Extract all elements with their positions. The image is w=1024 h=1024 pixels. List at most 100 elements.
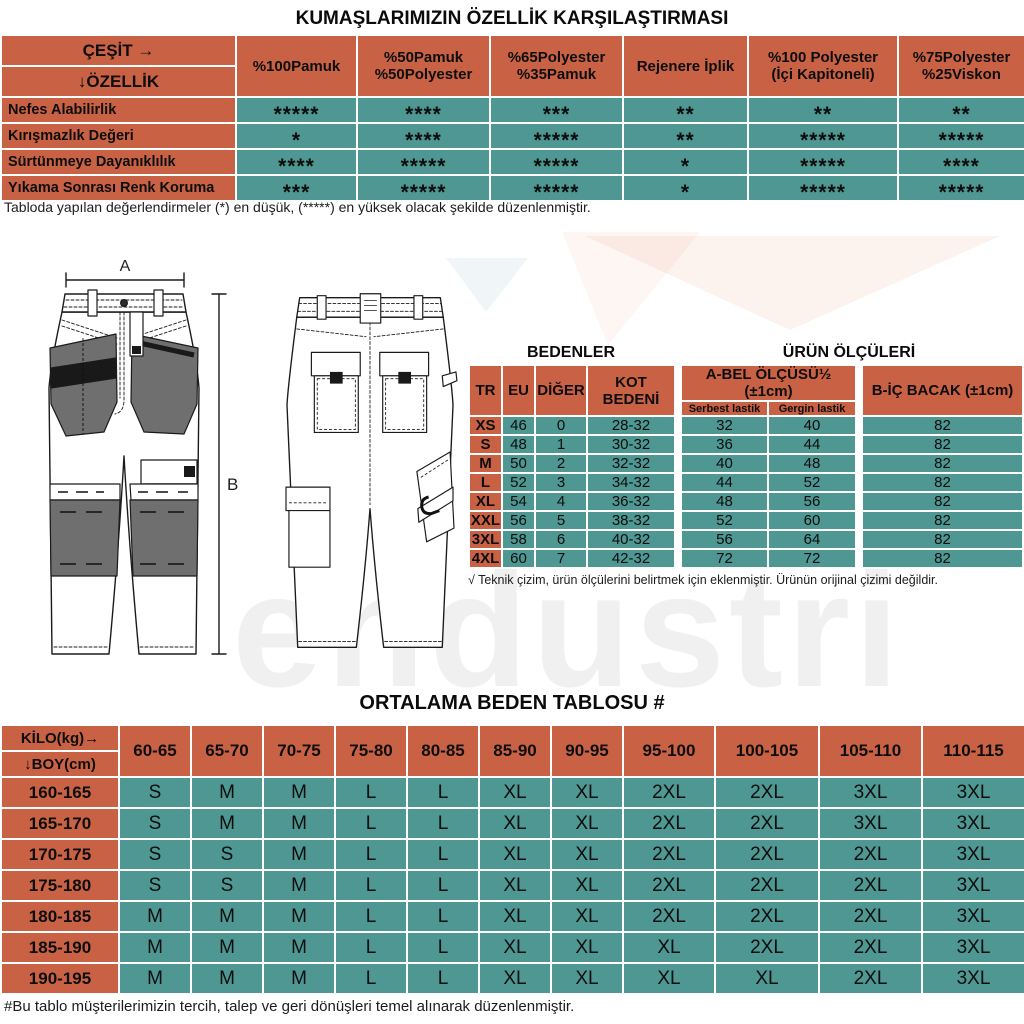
inseam-header: B-İÇ BACAK (±1cm) xyxy=(861,364,1024,417)
recommended-size-cell: M xyxy=(262,931,336,964)
size-row-5: XXL 56 5 38-32 52 60 82 xyxy=(468,510,1024,531)
recommended-size-cell: L xyxy=(406,838,480,871)
recommended-size-cell: 2XL xyxy=(818,900,923,933)
star-rating-cell: ***** xyxy=(235,96,358,124)
fabric-corner-feature: ↓ÖZELLİK xyxy=(0,65,237,98)
size-value: 48 xyxy=(766,453,858,474)
size-col-header-2: DİĞER xyxy=(534,364,588,417)
recommended-size-cell: XL xyxy=(550,776,624,809)
recommended-size-cell: L xyxy=(334,962,408,995)
size-label: M xyxy=(468,453,503,474)
star-rating-cell: ***** xyxy=(747,122,899,150)
recommended-size-cell: 2XL xyxy=(622,869,716,902)
recommended-size-cell: M xyxy=(190,962,264,995)
recommended-size-cell: 2XL xyxy=(714,900,820,933)
waist-sub-header-1: Gergin lastik xyxy=(766,400,858,417)
avg-row-0: 160-165 S M M L L XL XL 2XL 2XL 3XL 3XL xyxy=(0,776,1024,809)
recommended-size-cell: XL xyxy=(478,838,552,871)
star-rating: ***** xyxy=(800,129,846,149)
recommended-size-cell: 3XL xyxy=(818,776,923,809)
avg-row-3: 175-180 S S M L L XL XL 2XL 2XL 2XL 3XL xyxy=(0,869,1024,902)
size-value: 72 xyxy=(680,548,769,569)
recommended-size-cell: S xyxy=(118,776,192,809)
recommended-size-cell: M xyxy=(262,838,336,871)
avg-col-header-0: 60-65 xyxy=(118,724,192,778)
size-label: S xyxy=(468,434,503,455)
size-label: XL xyxy=(468,491,503,512)
avg-row-5: 185-190 M M M L L XL XL XL 2XL 2XL 3XL xyxy=(0,931,1024,964)
star-rating-cell: ** xyxy=(747,96,899,124)
star-rating-cell: *** xyxy=(489,96,624,124)
size-value: 82 xyxy=(861,472,1024,493)
recommended-size-cell: S xyxy=(118,838,192,871)
recommended-size-cell: XL xyxy=(478,962,552,995)
star-rating-cell: ***** xyxy=(356,148,491,176)
avg-table-note: #Bu tablo müşterilerimizin tercih, talep… xyxy=(4,998,575,1015)
recommended-size-cell: 2XL xyxy=(714,776,820,809)
avg-col-header-5: 85-90 xyxy=(478,724,552,778)
star-rating-cell: ***** xyxy=(897,174,1024,202)
size-value: 52 xyxy=(501,472,536,493)
recommended-size-cell: XL xyxy=(478,931,552,964)
size-value: 42-32 xyxy=(586,548,676,569)
size-value: 3 xyxy=(534,472,588,493)
avg-col-header-10: 110-115 xyxy=(921,724,1024,778)
size-value: 48 xyxy=(680,491,769,512)
fabric-row-1: Kırışmazlık Değeri * **** ***** ** ***** ***** xyxy=(0,122,1024,150)
star-rating-cell: * xyxy=(235,122,358,150)
size-value: 56 xyxy=(501,510,536,531)
size-row-2: M 50 2 32-32 40 48 82 xyxy=(468,453,1024,474)
star-rating: *** xyxy=(282,181,311,201)
size-value: 82 xyxy=(861,453,1024,474)
star-rating-cell: ** xyxy=(622,96,749,124)
fabric-row-label: Kırışmazlık Değeri xyxy=(0,122,237,150)
size-value: 50 xyxy=(501,453,536,474)
size-value: 40 xyxy=(766,415,858,436)
recommended-size-cell: XL xyxy=(550,962,624,995)
star-rating: **** xyxy=(943,155,980,175)
fabric-row-label: Sürtünmeye Dayanıklılık xyxy=(0,148,237,176)
recommended-size-cell: M xyxy=(118,962,192,995)
recommended-size-cell: 2XL xyxy=(622,838,716,871)
fabric-col-header-3: Rejenere İplik xyxy=(622,34,749,98)
height-range-label: 165-170 xyxy=(0,807,120,840)
size-value: 36-32 xyxy=(586,491,676,512)
recommended-size-cell: L xyxy=(406,962,480,995)
size-col-header-3: KOT BEDENİ xyxy=(586,364,676,417)
avg-row-2: 170-175 S S M L L XL XL 2XL 2XL 2XL 3XL xyxy=(0,838,1024,871)
recommended-size-cell: 2XL xyxy=(818,931,923,964)
size-value: 82 xyxy=(861,529,1024,550)
height-range-label: 170-175 xyxy=(0,838,120,871)
star-rating: * xyxy=(680,181,691,201)
star-rating: ***** xyxy=(533,181,580,201)
size-value: 2 xyxy=(534,453,588,474)
height-range-label: 175-180 xyxy=(0,869,120,902)
waist-sub-header-0: Serbest lastik xyxy=(680,400,769,417)
size-value: 52 xyxy=(766,472,858,493)
recommended-size-cell: S xyxy=(118,807,192,840)
recommended-size-cell: M xyxy=(190,807,264,840)
size-col-header-1: EU xyxy=(501,364,536,417)
dimension-b-label: B xyxy=(227,475,238,494)
star-rating-cell: ** xyxy=(622,122,749,150)
size-value: 32 xyxy=(680,415,769,436)
size-value: 0 xyxy=(534,415,588,436)
size-value: 40-32 xyxy=(586,529,676,550)
size-table-note: √ Teknik çizim, ürün ölçülerini belirtme… xyxy=(468,573,938,587)
recommended-size-cell: M xyxy=(190,931,264,964)
recommended-size-cell: 2XL xyxy=(714,838,820,871)
star-rating: **** xyxy=(278,155,315,175)
measurements-title: ÜRÜN ÖLÇÜLERİ xyxy=(782,344,916,361)
fabric-row-2: Sürtünmeye Dayanıklılık **** ***** ***** * **… xyxy=(0,148,1024,176)
recommended-size-cell: XL xyxy=(622,931,716,964)
size-label: XS xyxy=(468,415,503,436)
size-value: 48 xyxy=(501,434,536,455)
size-value: 58 xyxy=(501,529,536,550)
star-rating-cell: *** xyxy=(235,174,358,202)
recommended-size-cell: 3XL xyxy=(921,931,1024,964)
size-value: 56 xyxy=(680,529,769,550)
avg-col-header-7: 95-100 xyxy=(622,724,716,778)
fabric-corner-type: ÇEŞİT → xyxy=(0,34,237,67)
size-value: 46 xyxy=(501,415,536,436)
height-range-label: 185-190 xyxy=(0,931,120,964)
